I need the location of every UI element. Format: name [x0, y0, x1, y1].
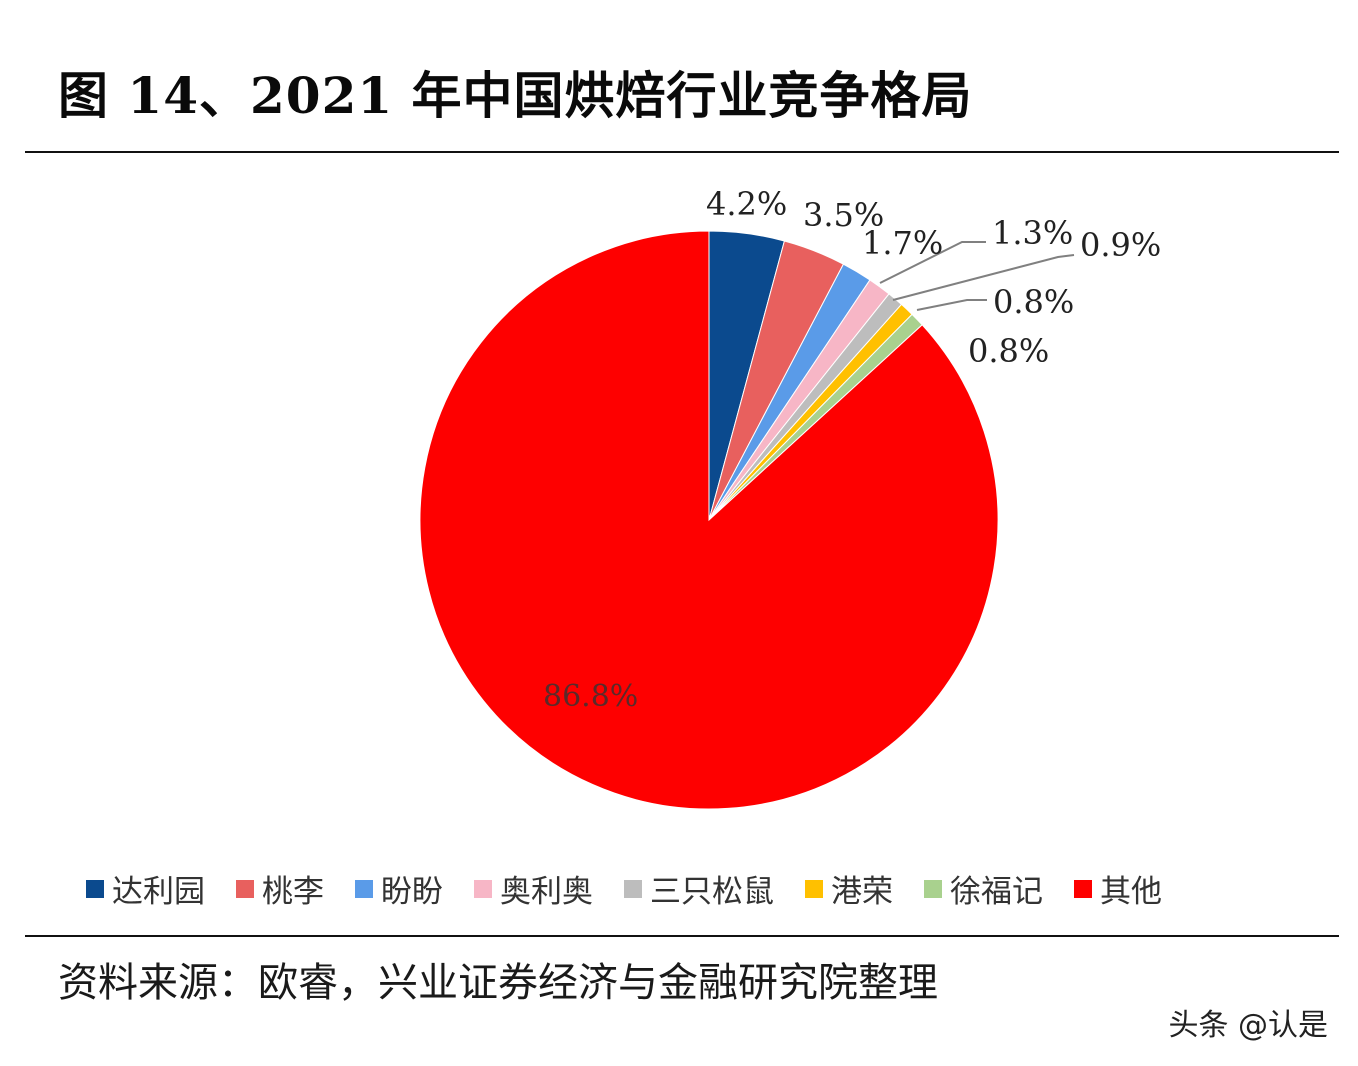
pie-slice-7: [419, 230, 999, 810]
legend-item-6: 徐福记: [924, 866, 1043, 911]
source-note: 资料来源：欧睿，兴业证券经济与金融研究院整理: [58, 960, 938, 1006]
data-label-4: 0.9%: [1080, 226, 1161, 264]
data-label-3: 1.3%: [992, 214, 1073, 252]
leader-line-4: [892, 254, 1075, 301]
bottom-divider: [25, 935, 1339, 937]
legend-swatch: [1074, 879, 1092, 898]
data-label-7: 86.8%: [543, 679, 638, 714]
legend-item-1: 桃李: [236, 866, 324, 911]
legend-label: 达利园: [112, 874, 205, 910]
legend-label: 港荣: [831, 874, 893, 910]
legend-swatch: [624, 879, 642, 898]
legend-item-2: 盼盼: [355, 866, 443, 911]
legend-swatch: [805, 879, 823, 898]
chart-title: 图 14、2021 年中国烘焙行业竞争格局: [58, 66, 973, 125]
leader-lines: [879, 241, 1075, 311]
data-label-5: 0.8%: [993, 283, 1074, 321]
watermark: 头条 @认是: [1168, 1008, 1328, 1043]
data-label-2: 1.7%: [862, 224, 943, 262]
legend-swatch: [474, 879, 492, 898]
legend-item-0: 达利园: [86, 866, 205, 911]
legend-item-4: 三只松鼠: [624, 866, 774, 911]
leader-line-5: [916, 299, 987, 311]
pie-chart: 4.2% 3.5%1.7% 1.3% 0.9%0.8%0.8%86.8%: [419, 185, 1161, 810]
legend-label: 其他: [1100, 874, 1162, 910]
data-label-1: 3.5%: [803, 196, 884, 234]
legend-swatch: [355, 879, 373, 898]
legend-label: 徐福记: [950, 874, 1043, 910]
leader-line-3: [879, 241, 986, 284]
legend-label: 桃李: [262, 874, 324, 910]
legend-item-3: 奥利奥: [474, 866, 593, 911]
chart-legend: 达利园 桃李 盼盼 奥利奥 三只松鼠 港荣 徐福记 其他: [86, 866, 1193, 911]
legend-swatch: [236, 879, 254, 898]
data-label-0: 4.2%: [706, 185, 787, 223]
legend-swatch: [86, 879, 104, 898]
legend-label: 奥利奥: [500, 874, 593, 910]
legend-label: 盼盼: [381, 874, 443, 910]
data-labels: 4.2% 3.5%1.7% 1.3% 0.9%0.8%0.8%86.8%: [543, 185, 1161, 714]
legend-item-7: 其他: [1074, 866, 1162, 911]
data-label-6: 0.8%: [968, 332, 1049, 370]
legend-swatch: [924, 879, 942, 898]
legend-label: 三只松鼠: [650, 874, 774, 910]
legend-item-5: 港荣: [805, 866, 893, 911]
pie-slices: [419, 230, 999, 810]
top-divider: [25, 151, 1339, 153]
